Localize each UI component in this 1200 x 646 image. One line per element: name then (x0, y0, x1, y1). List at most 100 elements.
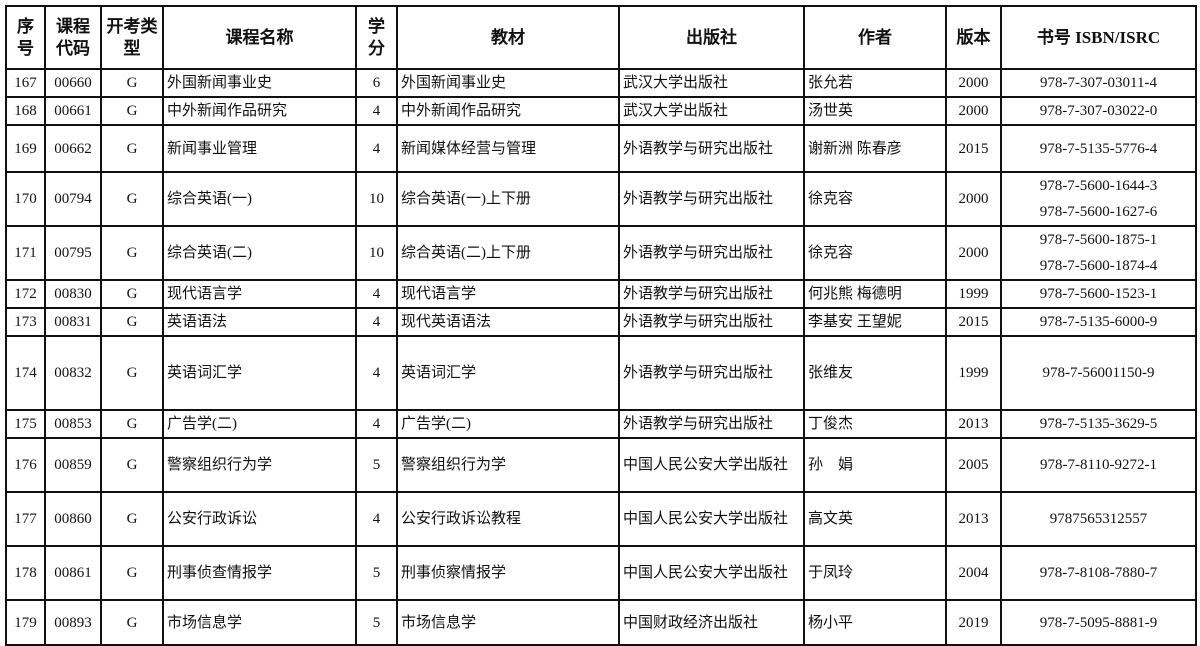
cell-type: G (100, 96, 164, 126)
cell-edition: 2004 (945, 545, 1002, 601)
isbn-value: 978-7-5135-5776-4 (1039, 140, 1158, 157)
cell-no: 171 (5, 225, 46, 281)
table-row: 168 00661 G 中外新闻作品研究 4 中外新闻作品研究 武汉大学出版社 汤世英 2000… (5, 96, 1197, 126)
header-author: 作者 (803, 5, 947, 70)
cell-type: G (100, 599, 164, 646)
cell-author: 徐克容 (803, 225, 947, 281)
header-course: 课程名称 (162, 5, 357, 70)
cell-no: 169 (5, 124, 46, 173)
cell-isbn: 978-7-5135-3629-5 (1000, 409, 1197, 439)
isbn-value: 978-7-5135-6000-9 (1039, 314, 1158, 330)
header-isbn: 书号 ISBN/ISRC (1000, 5, 1197, 70)
cell-course: 广告学(二) (162, 409, 357, 439)
cell-no: 175 (5, 409, 46, 439)
cell-author: 汤世英 (803, 96, 947, 126)
cell-credit: 5 (355, 437, 398, 493)
cell-textbook: 市场信息学 (396, 599, 620, 646)
cell-textbook: 中外新闻作品研究 (396, 96, 620, 126)
cell-edition: 2005 (945, 437, 1002, 493)
cell-textbook: 警察组织行为学 (396, 437, 620, 493)
cell-author: 于凤玲 (803, 545, 947, 601)
cell-author: 孙 娟 (803, 437, 947, 493)
cell-publisher: 外语教学与研究出版社 (618, 307, 805, 337)
cell-isbn: 978-7-5600-1875-1 978-7-5600-1874-4 (1000, 225, 1197, 281)
cell-publisher: 外语教学与研究出版社 (618, 279, 805, 309)
header-credit: 学分 (355, 5, 398, 70)
cell-edition: 2000 (945, 68, 1002, 98)
cell-textbook: 综合英语(一)上下册 (396, 171, 620, 227)
isbn-value: 978-7-5600-1523-1 (1039, 286, 1158, 302)
cell-edition: 2000 (945, 96, 1002, 126)
cell-textbook: 刑事侦察情报学 (396, 545, 620, 601)
header-textbook: 教材 (396, 5, 620, 70)
cell-credit: 4 (355, 279, 398, 309)
isbn-value: 978-7-5095-8881-9 (1039, 614, 1158, 631)
cell-type: G (100, 409, 164, 439)
cell-course: 综合英语(二) (162, 225, 357, 281)
isbn-value: 978-7-5600-1875-1 (1039, 232, 1158, 248)
cell-textbook: 新闻媒体经营与管理 (396, 124, 620, 173)
header-code: 课程代码 (44, 5, 102, 70)
cell-publisher: 外语教学与研究出版社 (618, 225, 805, 281)
cell-type: G (100, 545, 164, 601)
isbn-value: 978-7-56001150-9 (1042, 365, 1155, 381)
cell-code: 00662 (44, 124, 102, 173)
cell-author: 张维友 (803, 335, 947, 411)
cell-edition: 2019 (945, 599, 1002, 646)
cell-no: 178 (5, 545, 46, 601)
cell-course: 英语词汇学 (162, 335, 357, 411)
cell-course: 新闻事业管理 (162, 124, 357, 173)
cell-code: 00859 (44, 437, 102, 493)
cell-no: 177 (5, 491, 46, 547)
cell-publisher: 外语教学与研究出版社 (618, 171, 805, 227)
cell-code: 00795 (44, 225, 102, 281)
isbn-value: 978-7-5600-1644-3 (1039, 178, 1158, 194)
cell-edition: 2000 (945, 225, 1002, 281)
cell-type: G (100, 279, 164, 309)
cell-code: 00853 (44, 409, 102, 439)
cell-textbook: 现代英语语法 (396, 307, 620, 337)
cell-publisher: 武汉大学出版社 (618, 96, 805, 126)
cell-type: G (100, 307, 164, 337)
cell-type: G (100, 437, 164, 493)
cell-isbn: 978-7-307-03022-0 (1000, 96, 1197, 126)
cell-no: 179 (5, 599, 46, 646)
cell-course: 综合英语(一) (162, 171, 357, 227)
cell-type: G (100, 491, 164, 547)
cell-no: 170 (5, 171, 46, 227)
cell-edition: 2013 (945, 409, 1002, 439)
cell-code: 00860 (44, 491, 102, 547)
cell-textbook: 英语词汇学 (396, 335, 620, 411)
cell-code: 00794 (44, 171, 102, 227)
cell-type: G (100, 225, 164, 281)
cell-credit: 4 (355, 491, 398, 547)
cell-credit: 4 (355, 124, 398, 173)
cell-author: 杨小平 (803, 599, 947, 646)
cell-course: 市场信息学 (162, 599, 357, 646)
cell-credit: 5 (355, 599, 398, 646)
table-row: 174 00832 G 英语词汇学 4 英语词汇学 外语教学与研究出版社 张维友 1999 978… (5, 335, 1197, 411)
isbn-value: 978-7-8108-7880-7 (1039, 565, 1158, 581)
cell-author: 丁俊杰 (803, 409, 947, 439)
cell-credit: 6 (355, 68, 398, 98)
cell-author: 高文英 (803, 491, 947, 547)
header-type: 开考类型 (100, 5, 164, 70)
cell-code: 00831 (44, 307, 102, 337)
cell-course: 中外新闻作品研究 (162, 96, 357, 126)
isbn-value: 978-7-307-03011-4 (1040, 75, 1157, 91)
cell-publisher: 中国人民公安大学出版社 (618, 437, 805, 493)
cell-no: 168 (5, 96, 46, 126)
cell-publisher: 外语教学与研究出版社 (618, 124, 805, 173)
cell-course: 英语语法 (162, 307, 357, 337)
cell-edition: 2015 (945, 124, 1002, 173)
cell-isbn: 978-7-5600-1523-1 (1000, 279, 1197, 309)
cell-textbook: 现代语言学 (396, 279, 620, 309)
isbn-value: 978-7-307-03022-0 (1039, 103, 1158, 119)
cell-edition: 1999 (945, 279, 1002, 309)
cell-credit: 10 (355, 225, 398, 281)
cell-type: G (100, 68, 164, 98)
isbn-value: 978-7-5135-3629-5 (1039, 416, 1158, 432)
cell-isbn: 978-7-56001150-9 (1000, 335, 1197, 411)
cell-author: 张允若 (803, 68, 947, 98)
cell-author: 何兆熊 梅德明 (803, 279, 947, 309)
